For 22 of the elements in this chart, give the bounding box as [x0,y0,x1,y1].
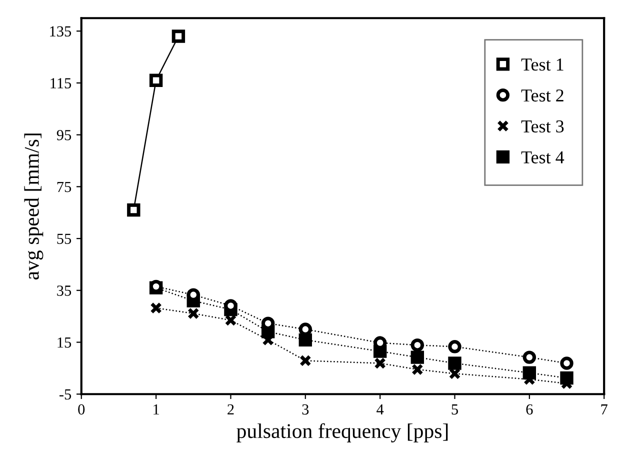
y-tick-label: 95 [56,130,72,140]
x-tick-label: 1 [154,404,159,414]
y-tick-label: 15 [58,337,72,348]
y-tick-label: -5 [60,389,72,400]
x-tick-label: 4 [376,404,384,414]
x-tick-label: 2 [228,404,234,414]
x-tick-label: 3 [302,404,309,415]
legend-label: Test 3 [521,120,564,133]
x-tick-label: 0 [78,404,85,415]
x-axis-title: pulsation frequency [pps] [236,423,448,442]
legend-label: Test 4 [521,151,564,164]
x-tick-label: 7 [601,404,608,414]
y-tick-label: 75 [57,182,72,192]
legend-label: Test 1 [521,58,564,71]
x-tick-label: 6 [526,404,533,415]
legend-label: Test 2 [521,89,564,102]
y-axis-title: avg speed [mm/s] [24,134,44,280]
y-tick-label: 135 [50,26,72,37]
y-tick-label: 115 [50,78,72,88]
y-tick-label: 35 [57,286,72,296]
x-tick-label: 5 [452,404,458,415]
y-tick-label: 55 [57,234,72,244]
